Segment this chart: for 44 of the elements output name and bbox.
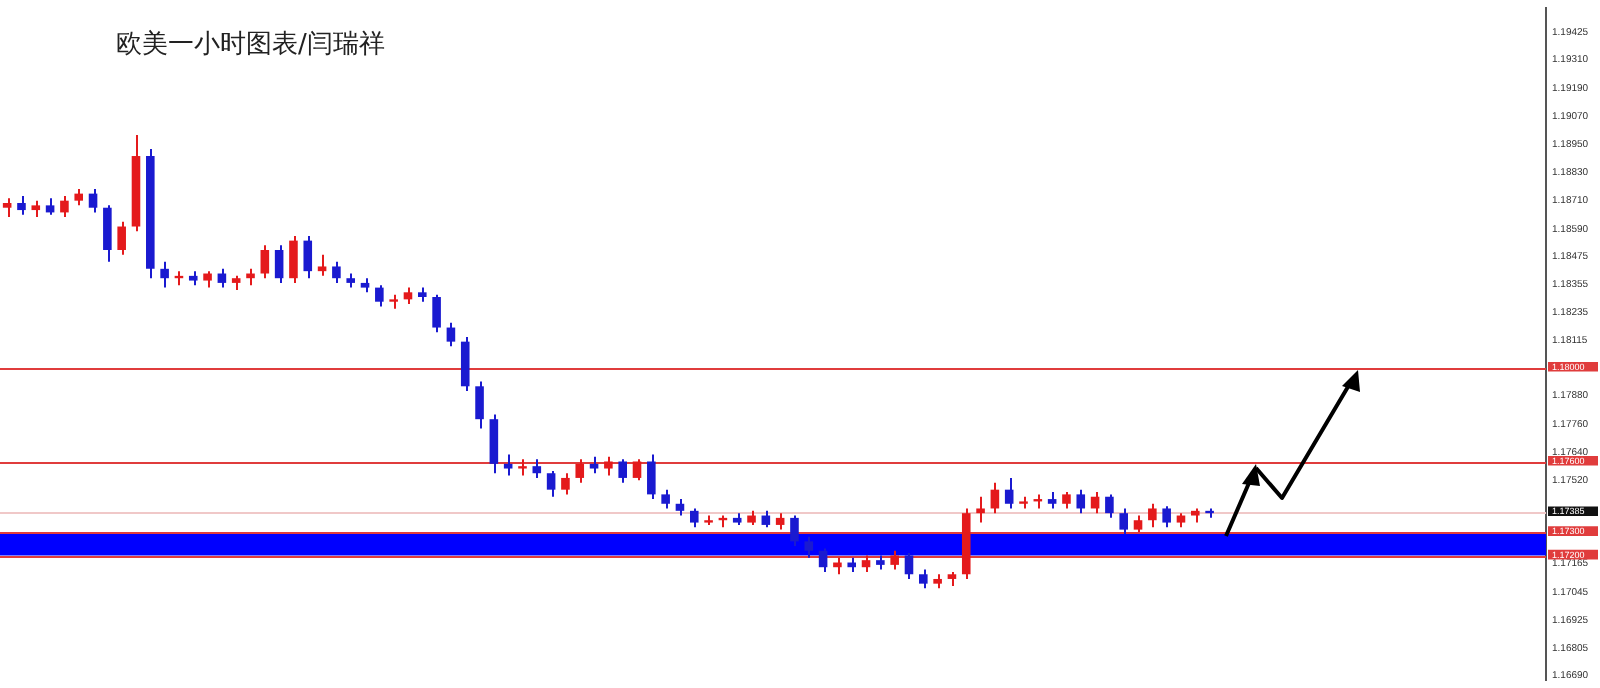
candlestick [503, 453, 513, 477]
candlestick [2, 197, 12, 219]
candlestick [632, 458, 642, 482]
candlestick [88, 187, 98, 214]
candlestick [260, 244, 270, 280]
text: 欧美一小时图表/闫瑞祥 [116, 28, 385, 62]
candlestick [1105, 493, 1114, 519]
candlestick [1076, 488, 1086, 515]
candlestick [432, 293, 441, 334]
candlestick [1148, 502, 1157, 529]
candlestick [804, 535, 814, 559]
candlestick [160, 260, 169, 289]
candlestick [818, 547, 828, 573]
candlestick [546, 469, 556, 498]
candlestick [489, 413, 499, 475]
candlestick [1004, 476, 1014, 510]
candlestick [460, 335, 470, 392]
candlestick [661, 488, 670, 510]
candlestick [689, 507, 699, 529]
candlestick [60, 194, 69, 219]
candlestick [274, 244, 284, 284]
candlestick [790, 514, 799, 548]
candlestick [976, 495, 985, 524]
candlestick [532, 458, 542, 479]
candlestick [890, 549, 899, 571]
candlestick [332, 260, 341, 284]
candlestick [475, 380, 484, 430]
candlestick [117, 220, 126, 256]
candlestick [919, 568, 928, 590]
candlestick [375, 284, 384, 308]
candlestick [561, 472, 570, 496]
candlestick [904, 552, 914, 580]
candlestick [647, 453, 656, 501]
candlestick [604, 455, 613, 477]
candlestick [303, 234, 313, 280]
candlestick [1119, 507, 1129, 536]
candlestick [317, 253, 327, 277]
candlestick [1162, 505, 1171, 529]
candlestick [103, 204, 112, 263]
candlestick [289, 234, 298, 284]
candlestick [446, 321, 456, 348]
candlestick [618, 458, 627, 484]
candlestick [575, 458, 585, 484]
candlestick [17, 194, 26, 216]
